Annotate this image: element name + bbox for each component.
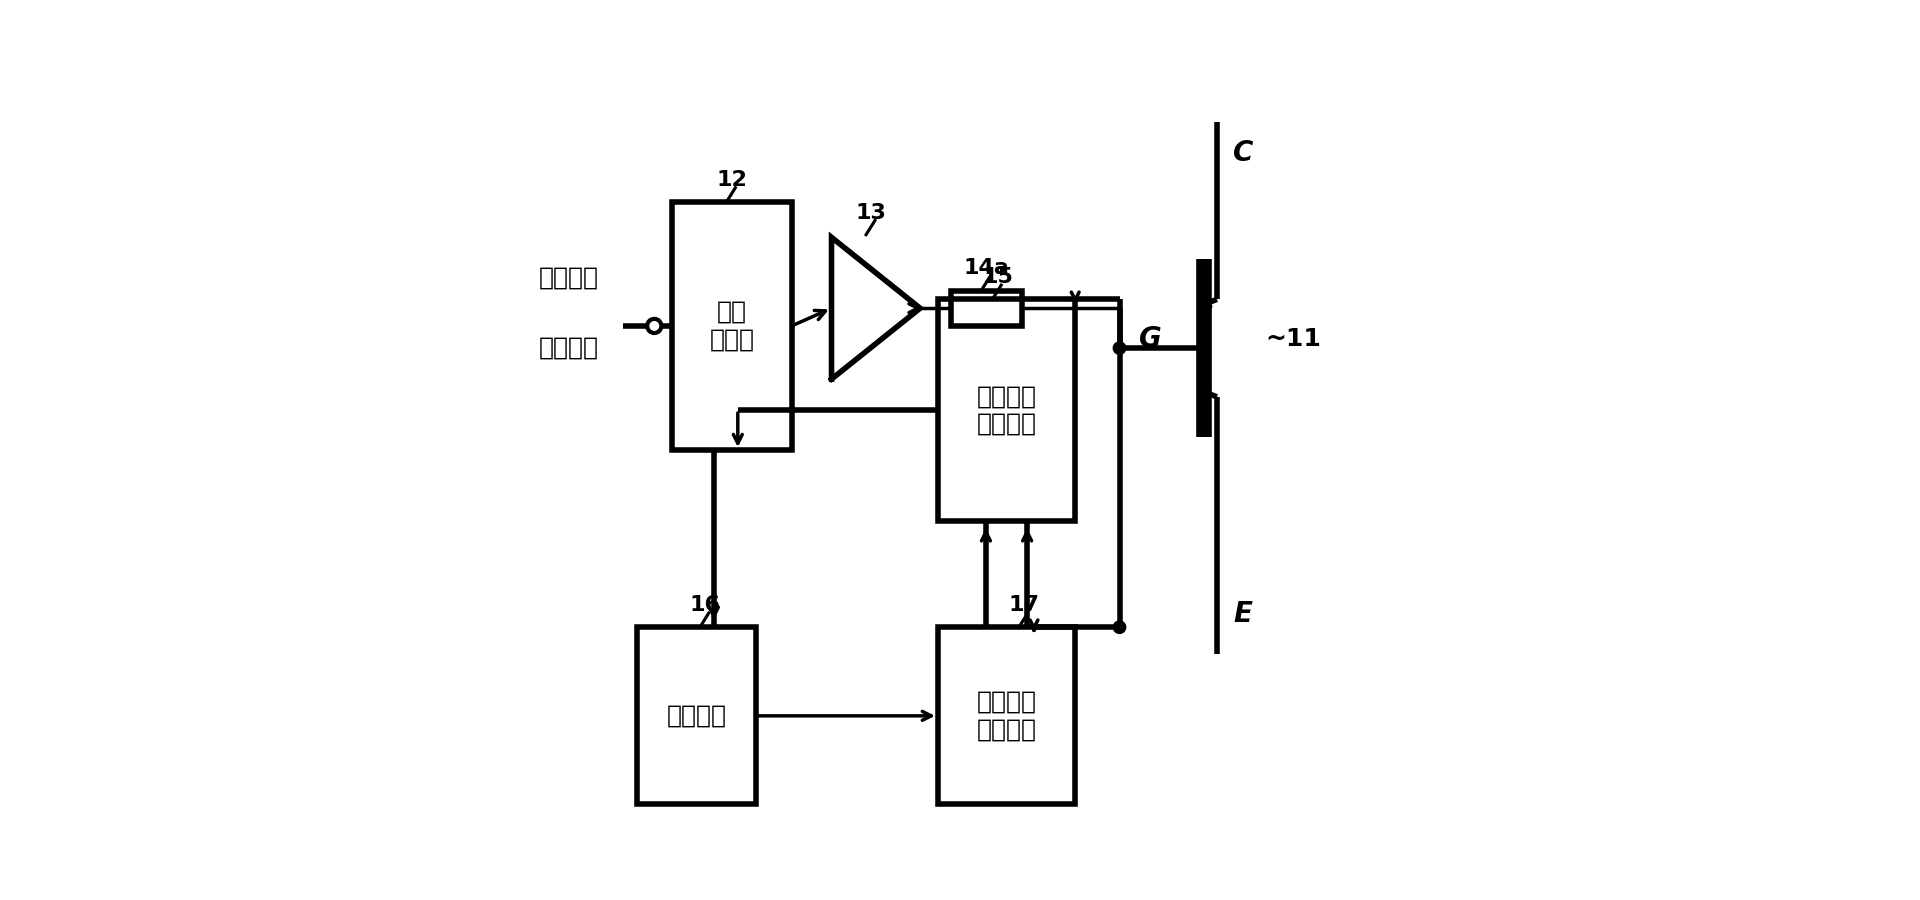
- Text: E: E: [1233, 600, 1252, 628]
- Text: 抽样电路: 抽样电路: [666, 704, 726, 728]
- Circle shape: [1114, 342, 1125, 355]
- Text: 17: 17: [1008, 595, 1041, 615]
- Bar: [637, 627, 756, 805]
- Bar: [937, 627, 1075, 805]
- Text: 导通指令: 导通指令: [540, 266, 599, 289]
- Text: 栅极电压
检测电路: 栅极电压 检测电路: [977, 690, 1037, 742]
- Text: G: G: [1139, 325, 1162, 353]
- Circle shape: [1114, 621, 1125, 634]
- Text: 关断指令: 关断指令: [540, 336, 599, 360]
- Text: 切断速度
调整电路: 切断速度 调整电路: [977, 384, 1037, 436]
- Text: ~11: ~11: [1265, 328, 1321, 351]
- Text: 12: 12: [716, 170, 747, 190]
- Text: 14a: 14a: [964, 258, 1010, 278]
- Bar: [950, 291, 1021, 326]
- Text: 16: 16: [689, 595, 720, 615]
- Bar: [672, 202, 791, 450]
- Text: 15: 15: [983, 267, 1014, 287]
- Bar: [937, 300, 1075, 521]
- Text: 13: 13: [856, 202, 887, 222]
- Text: 控制
逻辑块: 控制 逻辑块: [708, 300, 755, 352]
- Text: C: C: [1233, 140, 1254, 167]
